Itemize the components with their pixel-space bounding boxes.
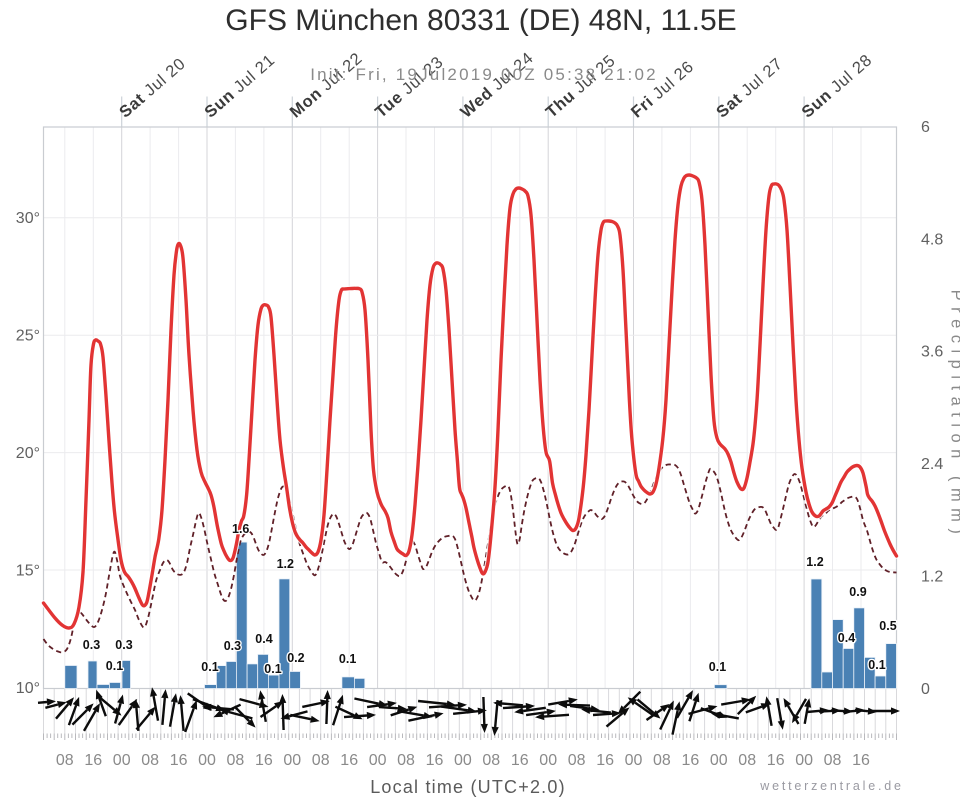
svg-text:0.3: 0.3 (224, 639, 241, 653)
svg-text:08: 08 (738, 752, 756, 769)
svg-text:Local time (UTC+2.0): Local time (UTC+2.0) (370, 777, 566, 797)
svg-text:0.4: 0.4 (838, 631, 855, 645)
svg-text:3.6: 3.6 (921, 344, 943, 361)
svg-text:1.2: 1.2 (921, 568, 943, 585)
svg-text:0.3: 0.3 (115, 638, 132, 652)
svg-text:GFS München 80331 (DE) 48N, 11: GFS München 80331 (DE) 48N, 11.5E (225, 4, 736, 37)
svg-text:08: 08 (141, 752, 159, 769)
svg-text:08: 08 (227, 752, 245, 769)
svg-text:16: 16 (682, 752, 700, 769)
svg-text:0.4: 0.4 (255, 632, 272, 646)
svg-text:16: 16 (426, 752, 444, 769)
svg-text:1.2: 1.2 (277, 557, 294, 571)
svg-text:08: 08 (824, 752, 842, 769)
svg-text:16: 16 (852, 752, 870, 769)
svg-text:0.1: 0.1 (339, 652, 356, 666)
svg-text:00: 00 (369, 752, 387, 769)
svg-text:08: 08 (397, 752, 415, 769)
svg-text:08: 08 (56, 752, 74, 769)
svg-text:00: 00 (198, 752, 216, 769)
svg-text:00: 00 (539, 752, 557, 769)
svg-text:16: 16 (767, 752, 785, 769)
svg-text:0.1: 0.1 (106, 659, 123, 673)
svg-text:16: 16 (170, 752, 188, 769)
svg-text:00: 00 (710, 752, 728, 769)
svg-text:wetterzentrale.de: wetterzentrale.de (759, 779, 904, 793)
svg-text:0.1: 0.1 (709, 660, 726, 674)
svg-text:16: 16 (340, 752, 358, 769)
svg-text:0.1: 0.1 (868, 658, 885, 672)
svg-text:08: 08 (568, 752, 586, 769)
svg-text:0.9: 0.9 (849, 585, 866, 599)
svg-text:Precipitation (mm): Precipitation (mm) (948, 290, 960, 541)
svg-text:0.3: 0.3 (83, 638, 100, 652)
svg-text:16: 16 (511, 752, 529, 769)
svg-text:08: 08 (482, 752, 500, 769)
svg-text:0.2: 0.2 (287, 651, 304, 665)
svg-text:0.5: 0.5 (879, 619, 896, 633)
svg-text:08: 08 (653, 752, 671, 769)
svg-text:16: 16 (84, 752, 102, 769)
svg-text:25°: 25° (16, 328, 40, 345)
svg-text:0.1: 0.1 (201, 660, 218, 674)
svg-text:00: 00 (283, 752, 301, 769)
svg-text:4.8: 4.8 (921, 231, 943, 248)
svg-text:1.2: 1.2 (806, 555, 823, 569)
svg-text:0: 0 (921, 681, 930, 698)
svg-text:08: 08 (312, 752, 330, 769)
svg-text:00: 00 (625, 752, 643, 769)
svg-text:00: 00 (113, 752, 131, 769)
svg-text:15°: 15° (16, 563, 40, 580)
svg-text:16: 16 (255, 752, 273, 769)
svg-text:2.4: 2.4 (921, 456, 943, 473)
svg-text:00: 00 (795, 752, 813, 769)
svg-text:6: 6 (921, 119, 930, 136)
svg-text:10°: 10° (16, 680, 40, 697)
svg-text:20°: 20° (16, 445, 40, 462)
svg-text:Init: Fri, 19Jul2019 00Z 05:38: Init: Fri, 19Jul2019 00Z 05:38 21:02 (310, 65, 658, 84)
svg-text:0.1: 0.1 (264, 662, 281, 676)
svg-text:1.6: 1.6 (232, 522, 249, 536)
svg-text:00: 00 (454, 752, 472, 769)
svg-text:16: 16 (596, 752, 614, 769)
svg-text:30°: 30° (16, 210, 40, 227)
